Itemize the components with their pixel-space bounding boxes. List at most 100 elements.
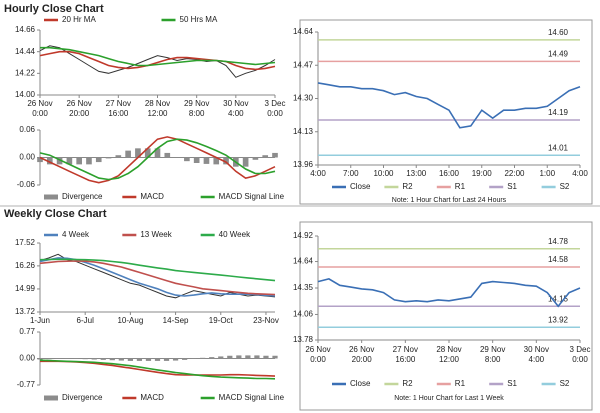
y-tick-label: 0.00 <box>19 153 35 162</box>
x-tick-label: 16:00 <box>395 355 416 364</box>
x-tick-label: 19-Oct <box>209 316 234 325</box>
x-tick-label: 22:00 <box>504 169 525 178</box>
legend-label: S1 <box>507 182 517 191</box>
x-tick-label: 20:00 <box>69 109 90 118</box>
section-title: Hourly Close Chart <box>4 3 104 15</box>
legend-label: MACD <box>140 393 164 402</box>
legend-label: Close <box>350 379 371 388</box>
divergence-bar <box>135 148 141 158</box>
x-tick-label: 4:00 <box>529 355 545 364</box>
x-tick-label: 0:00 <box>32 109 48 118</box>
series-line <box>39 50 276 71</box>
legend-label: S2 <box>560 379 570 388</box>
series-line <box>39 45 276 78</box>
divergence-bar <box>115 155 122 158</box>
divergence-bar <box>125 150 131 158</box>
y-tick-label: 16.26 <box>15 261 36 270</box>
divergence-bar <box>76 157 82 165</box>
x-tick-label: 4:00 <box>572 169 588 178</box>
section-title: Weekly Close Chart <box>4 208 107 220</box>
divergence-bar <box>37 358 43 360</box>
divergence-bar <box>223 157 229 165</box>
divergence-bar <box>82 358 88 360</box>
x-tick-label: 0:00 <box>310 355 326 364</box>
y-tick-label: 14.92 <box>293 231 314 240</box>
divergence-bar <box>254 355 260 359</box>
legend-label: 50 Hrs MA <box>180 15 218 24</box>
x-tick-label: 28 Nov <box>145 99 170 108</box>
y-tick-label: 14.44 <box>15 47 36 56</box>
x-tick-label: 8:00 <box>189 109 205 118</box>
y-tick-label: 14.64 <box>293 257 314 266</box>
divergence-bar <box>172 358 179 361</box>
x-tick-label: 26 Nov <box>66 99 91 108</box>
divergence-bar <box>209 357 215 359</box>
legend-label: MACD Signal Line <box>219 192 285 201</box>
x-tick-label: 27 Nov <box>106 99 131 108</box>
x-tick-label: 0:00 <box>267 109 283 118</box>
chart-note: Note: 1 Hour Chart for Last 24 Hours <box>392 197 507 204</box>
x-tick-label: 23-Nov <box>253 316 279 325</box>
divergence-bar <box>213 157 220 165</box>
x-tick-label: 26 Nov <box>27 99 52 108</box>
divergence-bar <box>154 358 161 361</box>
level-label: 14.58 <box>548 255 569 264</box>
y-tick-label: 14.00 <box>15 90 36 99</box>
chart-note: Note: 1 Hour Chart for Last 1 Week <box>394 395 504 402</box>
level-label: 13.92 <box>548 315 569 324</box>
x-tick-label: 16:00 <box>108 109 129 118</box>
y-tick-label: 14.30 <box>293 94 314 103</box>
y-tick-label: 13.72 <box>15 307 36 316</box>
x-tick-label: 6-Jul <box>77 316 95 325</box>
legend-swatch <box>44 395 58 401</box>
x-tick-label: 26 Nov <box>349 345 374 354</box>
divergence-bar <box>227 355 233 359</box>
legend-label: R2 <box>402 379 413 388</box>
x-tick-label: 29 Nov <box>480 345 505 354</box>
y-tick-label: 0.77 <box>19 327 35 336</box>
divergence-bar <box>100 358 106 360</box>
divergence-bar <box>154 148 161 158</box>
level-label: 14.78 <box>548 237 569 246</box>
divergence-bar <box>37 157 43 163</box>
series-line <box>39 260 276 296</box>
legend-label: R2 <box>402 182 413 191</box>
divergence-bar <box>127 358 133 361</box>
y-tick-label: 14.06 <box>293 310 314 319</box>
y-tick-label: 0.06 <box>19 125 35 134</box>
legend-label: 13 Week <box>140 230 172 239</box>
series-line <box>40 46 276 67</box>
divergence-bar <box>242 157 249 167</box>
x-tick-label: 8:00 <box>485 355 501 364</box>
x-tick-label: 28 Nov <box>436 345 461 354</box>
x-tick-label: 3 Dec <box>570 345 591 354</box>
x-tick-label: 26 Nov <box>305 345 330 354</box>
level-label: 14.49 <box>548 49 569 58</box>
level-label: 14.60 <box>548 28 569 37</box>
divergence-bar <box>272 152 278 158</box>
x-tick-label: 29 Nov <box>184 99 209 108</box>
x-tick-label: 1-Jun <box>30 316 50 325</box>
y-tick-label: -0.06 <box>17 180 36 189</box>
x-tick-label: 4:00 <box>228 109 244 118</box>
legend-label: S2 <box>560 182 570 191</box>
series-line <box>317 278 581 308</box>
y-tick-label: 14.22 <box>15 68 36 77</box>
divergence-bar <box>200 357 206 359</box>
divergence-bar <box>193 157 200 163</box>
x-tick-label: 12:00 <box>147 109 168 118</box>
panel-frame <box>299 19 593 205</box>
divergence-bar <box>109 358 115 361</box>
divergence-bar <box>262 155 269 158</box>
divergence-bar <box>46 157 53 165</box>
divergence-bar <box>105 157 112 159</box>
legend-label: MACD Signal Line <box>219 393 285 402</box>
series-line <box>317 82 581 129</box>
x-tick-label: 13:00 <box>406 169 427 178</box>
divergence-bar <box>245 355 251 359</box>
divergence-bar <box>272 355 278 359</box>
series-line <box>39 258 276 282</box>
divergence-bar <box>182 358 188 360</box>
divergence-bar <box>118 358 124 361</box>
